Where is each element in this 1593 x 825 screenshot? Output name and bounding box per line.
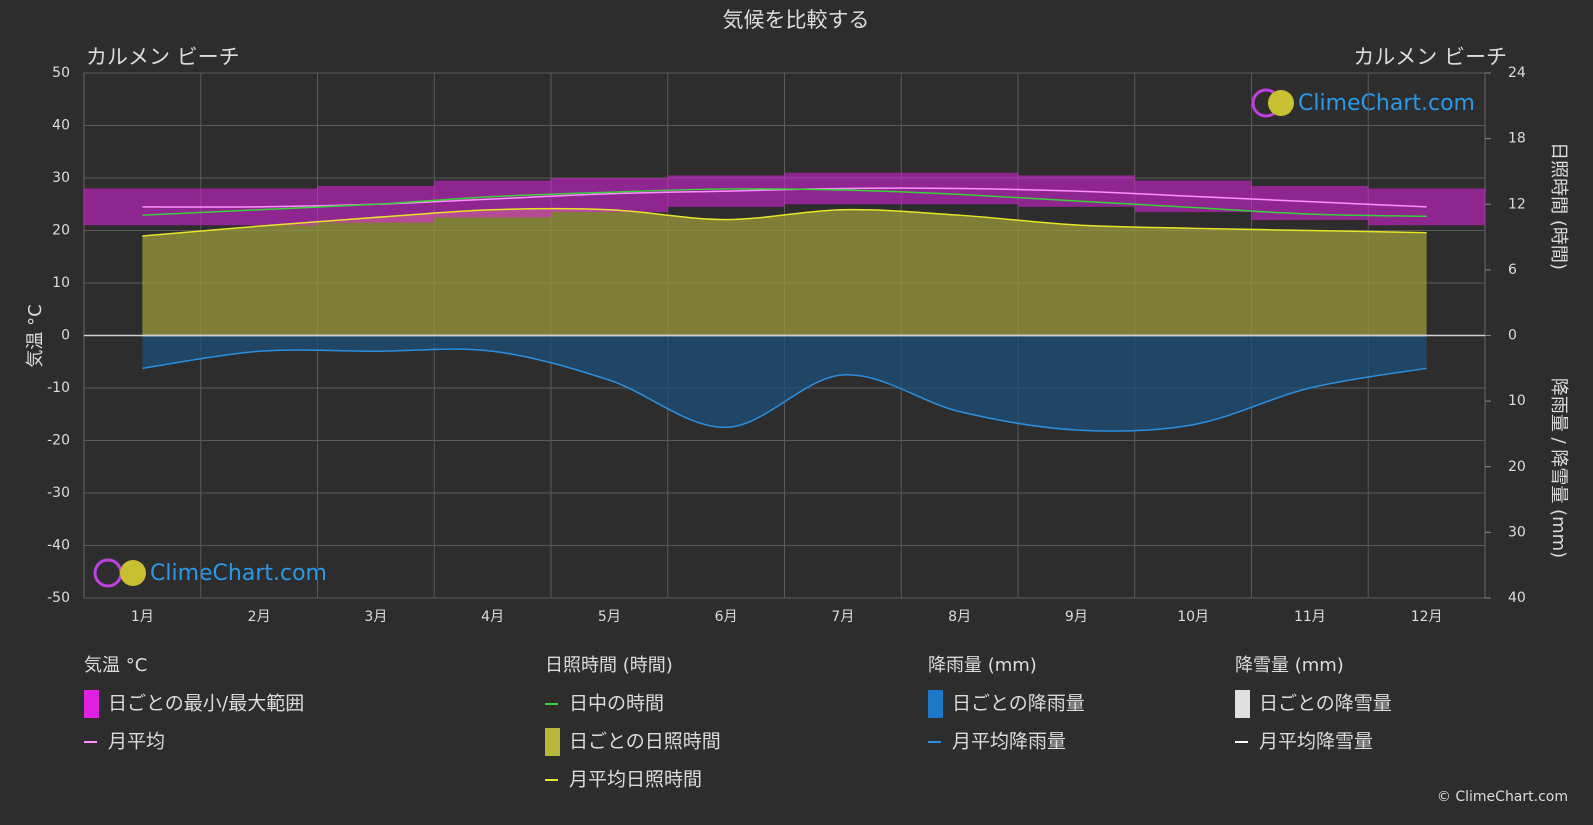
logo-sun — [120, 560, 146, 586]
y2-tick-label: 12 — [1508, 196, 1526, 212]
y-axis-label: 気温 °C — [25, 304, 46, 367]
y-tick-label: 30 — [52, 170, 70, 186]
legend-title: 降雨量 (mm) — [928, 655, 1037, 676]
lines — [84, 187, 1485, 432]
legend-label: 月平均日照時間 — [569, 769, 702, 791]
chart-title: 気候を比較する — [723, 8, 870, 32]
y-tick-label: -40 — [47, 538, 70, 554]
location-right: カルメン ビーチ — [1353, 45, 1507, 69]
legend-swatch — [545, 728, 560, 756]
legend-label: 月平均降雪量 — [1259, 731, 1373, 753]
y2-axis-label: 日照時間 (時間) — [1548, 142, 1569, 270]
y2-tick-label: 24 — [1508, 65, 1526, 81]
legend-title: 気温 °C — [84, 655, 147, 676]
copyright: © ClimeChart.com — [1437, 789, 1568, 805]
y3-tick-label: 40 — [1508, 590, 1526, 606]
series-area — [142, 208, 1427, 336]
areas — [142, 208, 1427, 432]
legend-title: 降雪量 (mm) — [1235, 655, 1344, 676]
y-tick-label: -30 — [47, 485, 70, 501]
series-line — [142, 188, 1427, 218]
y-tick-label: -10 — [47, 380, 70, 396]
x-tick-label: 9月 — [1065, 609, 1088, 625]
x-tick-label: 12月 — [1411, 609, 1443, 625]
legend-label: 月平均 — [108, 731, 165, 753]
y-tick-label: 10 — [52, 275, 70, 291]
y-tick-label: -20 — [47, 433, 70, 449]
x-tick-label: 4月 — [481, 609, 504, 625]
logo-top: ClimeChart.com — [1251, 88, 1475, 118]
y2-tick-label: 0 — [1508, 328, 1517, 344]
series-area — [142, 335, 1427, 432]
series-line — [142, 207, 1427, 237]
y3-axis-label: 降雨量 / 降雪量 (mm) — [1548, 378, 1569, 558]
x-tick-label: 8月 — [948, 609, 971, 625]
y3-tick-label: 30 — [1508, 524, 1526, 540]
watermark: ClimeChart.com — [1298, 91, 1475, 116]
y3-tick-label: 20 — [1508, 459, 1526, 475]
y-tick-label: 40 — [52, 118, 70, 134]
legend-label: 日ごとの降雨量 — [952, 693, 1085, 715]
x-tick-label: 6月 — [715, 609, 738, 625]
y-tick-label: 50 — [52, 65, 70, 81]
y-tick-label: 0 — [61, 328, 70, 344]
legend-label: 日ごとの降雪量 — [1259, 693, 1392, 715]
y2-tick-label: 18 — [1508, 131, 1526, 147]
legend-label: 日ごとの最小/最大範囲 — [108, 693, 304, 715]
y2-tick-label: 6 — [1508, 262, 1517, 278]
series-line — [142, 348, 1427, 432]
x-tick-label: 11月 — [1294, 609, 1326, 625]
x-tick-label: 10月 — [1177, 609, 1209, 625]
location-left: カルメン ビーチ — [86, 45, 240, 69]
legend-swatch — [84, 690, 99, 718]
y3-tick-label: 10 — [1508, 393, 1526, 409]
legend-label: 日ごとの日照時間 — [569, 731, 721, 753]
logo-bottom: ClimeChart.com — [93, 558, 327, 588]
y-tick-label: 20 — [52, 223, 70, 239]
legend-title: 日照時間 (時間) — [545, 655, 673, 676]
legend-swatch — [1235, 690, 1250, 718]
x-tick-label: 2月 — [248, 609, 271, 625]
x-tick-label: 3月 — [364, 609, 387, 625]
legend-label: 日中の時間 — [569, 693, 664, 715]
legend-label: 月平均降雨量 — [952, 731, 1066, 753]
axes: -50 -40 -30 -20 -10 0 10 20 30 40 50 0 6 12 18 24 10 20 30… — [47, 65, 1526, 625]
x-tick-label: 5月 — [598, 609, 621, 625]
logo-sun — [1268, 90, 1294, 116]
x-tick-label: 1月 — [131, 609, 154, 625]
y-tick-label: -50 — [47, 590, 70, 606]
x-tick-label: 7月 — [831, 609, 854, 625]
legend-swatch — [928, 690, 943, 718]
watermark: ClimeChart.com — [150, 561, 327, 586]
